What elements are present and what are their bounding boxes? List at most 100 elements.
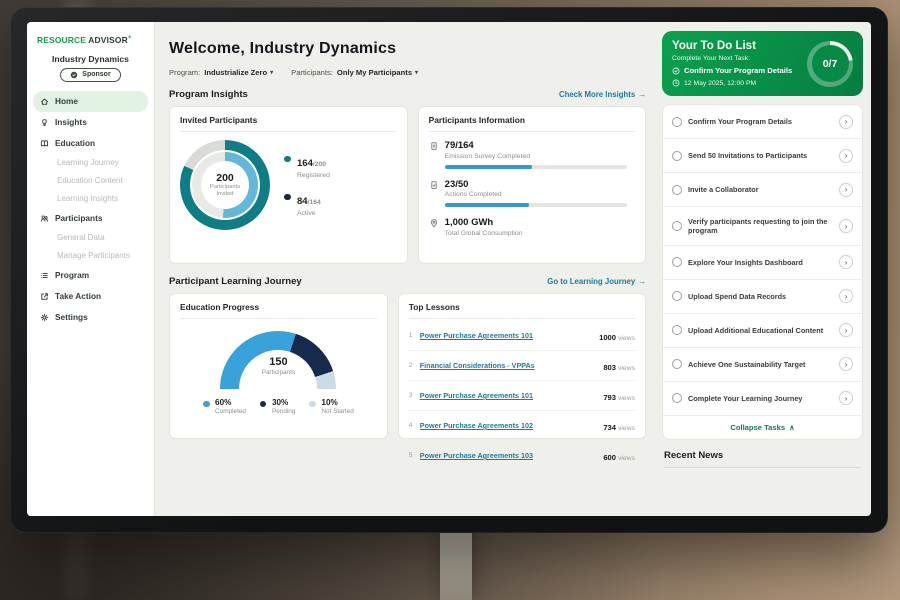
chevron-right-icon[interactable]: › (839, 148, 853, 163)
chevron-right-icon[interactable]: › (839, 218, 853, 233)
participants-filter-dropdown[interactable]: Only My Participants ▾ (337, 68, 418, 77)
task-label: Send 50 Invitations to Participants (688, 150, 808, 160)
gauge-center-value: 150 (269, 356, 288, 368)
sidebar-item-settings[interactable]: Settings (27, 307, 154, 328)
chevron-right-icon[interactable]: › (839, 323, 853, 338)
chevron-right-icon[interactable]: › (839, 289, 853, 304)
collapse-tasks-link[interactable]: Collapse Tasks ∧ (663, 416, 862, 439)
legend-dot (259, 400, 267, 407)
donut-center: 200 Participants Invited (201, 161, 249, 209)
lesson-row: 1 Power Purchase Agreements 101 1000 view… (408, 321, 635, 351)
task-checkbox[interactable] (672, 184, 682, 195)
brand-logo: RESOURCE ADVISOR+ (27, 32, 154, 54)
task-row[interactable]: Upload Additional Educational Content › (663, 314, 862, 348)
stat-consumption: 1,000 GWh Total Global Consumption (429, 217, 635, 237)
sidebar-item-participants[interactable]: Participants (27, 208, 154, 229)
lesson-title-link[interactable]: Power Purchase Agreements 102 (419, 421, 533, 430)
sidebar-item-education[interactable]: Education (27, 133, 154, 154)
lesson-rank: 4 (408, 422, 413, 429)
todo-title: Your To Do List (672, 40, 756, 52)
lesson-title-link[interactable]: Power Purchase Agreements 101 (419, 331, 533, 340)
chevron-right-icon[interactable]: › (839, 391, 853, 406)
card-title: Participants Information (428, 115, 635, 132)
task-row[interactable]: Invite a Collaborator › (663, 173, 862, 207)
task-checkbox[interactable] (672, 116, 682, 127)
sidebar-item-learning-insights[interactable]: Learning Insights (27, 190, 154, 208)
card-title: Top Lessons (408, 302, 635, 319)
sidebar-item-education-content[interactable]: Education Content (27, 172, 154, 190)
program-filter-dropdown[interactable]: Industrialize Zero ▾ (204, 68, 273, 77)
invited-legend: 164/200 Registered 84/164 Active (284, 153, 330, 217)
lightbulb-icon (39, 118, 49, 127)
legend-value: 60% (215, 398, 232, 407)
views-count: 803 (603, 362, 616, 372)
task-row[interactable]: Upload Spend Data Records › (663, 280, 862, 314)
participants-filter-label: Participants: (291, 68, 333, 77)
sidebar-item-general-data[interactable]: General Data (27, 229, 154, 247)
task-checkbox[interactable] (672, 257, 682, 268)
legend-active: 84/164 Active (284, 191, 330, 217)
check-more-insights-link[interactable]: Check More Insights → (559, 90, 646, 99)
task-checkbox[interactable] (672, 359, 682, 370)
app-screen: RESOURCE ADVISOR+ Industry Dynamics Spon… (27, 22, 871, 516)
progress-bar-fill (444, 164, 533, 169)
todo-progress-ring: 0/7 (807, 40, 853, 87)
chevron-down-icon: ▾ (270, 70, 274, 76)
go-to-learning-journey-link[interactable]: Go to Learning Journey → (547, 277, 646, 286)
participants-information-card: Participants Information 79/164 Emission… (417, 106, 646, 264)
sponsor-badge[interactable]: Sponsor (60, 67, 121, 82)
monitor-stand (440, 528, 472, 600)
legend-pending: 30% Pending (259, 398, 295, 415)
lesson-row: 4 Power Purchase Agreements 102 734 views (408, 411, 635, 441)
learning-cards-row: Education Progress 150 Participants (169, 293, 646, 462)
stat-label: Actions Completed (444, 191, 502, 198)
sidebar-item-program[interactable]: Program (27, 265, 154, 286)
task-label: Explore Your Insights Dashboard (688, 257, 803, 267)
chevron-right-icon[interactable]: › (839, 114, 853, 129)
views-suffix: views (618, 424, 635, 432)
sidebar-item-insights[interactable]: Insights (27, 112, 154, 133)
task-checkbox[interactable] (672, 325, 682, 336)
task-checkbox[interactable] (672, 291, 682, 302)
todo-summary-card: Your To Do List Complete Your Next Task:… (662, 31, 863, 96)
clock-icon (672, 79, 680, 87)
chevron-right-icon[interactable]: › (839, 255, 853, 270)
main-content: Welcome, Industry Dynamics Program: Indu… (155, 22, 658, 516)
todo-next-task[interactable]: Confirm Your Program Details (672, 66, 799, 75)
sidebar-item-learning-journey[interactable]: Learning Journey (27, 154, 154, 172)
task-row[interactable]: Verify participants requesting to join t… (663, 207, 862, 246)
task-row[interactable]: Achieve One Sustainability Target › (663, 348, 862, 382)
list-icon (39, 271, 49, 280)
sidebar-item-take-action[interactable]: Take Action (27, 286, 154, 307)
nav-label: Settings (55, 312, 88, 323)
task-row[interactable]: Confirm Your Program Details › (663, 105, 862, 139)
sidebar-item-manage-participants[interactable]: Manage Participants (27, 247, 154, 265)
task-row[interactable]: Complete Your Learning Journey › (663, 382, 862, 416)
gauge-center-label: Participants (261, 369, 296, 376)
nav-label: Home (55, 96, 79, 107)
top-lessons-card: Top Lessons 1 Power Purchase Agreements … (397, 293, 646, 462)
invited-donut: 200 Participants Invited (180, 140, 270, 230)
stat-value: 23/50 (444, 178, 469, 190)
chevron-right-icon[interactable]: › (839, 357, 853, 372)
task-label: Confirm Your Program Details (688, 116, 792, 126)
views-count: 600 (603, 452, 616, 462)
todo-summary-text: Your To Do List Complete Your Next Task:… (672, 40, 799, 87)
task-row[interactable]: Send 50 Invitations to Participants › (663, 139, 862, 173)
chevron-down-icon: ▾ (415, 70, 419, 76)
task-row[interactable]: Explore Your Insights Dashboard › (663, 246, 862, 280)
lesson-title-link[interactable]: Power Purchase Agreements 101 (419, 391, 533, 400)
sidebar-item-home[interactable]: Home (33, 90, 148, 112)
filter-bar: Program: Industrialize Zero ▾ Participan… (169, 68, 646, 77)
nav-label: Education Content (57, 176, 123, 186)
lesson-views: 1000 views (599, 327, 635, 345)
views-count: 734 (603, 422, 616, 432)
task-checkbox[interactable] (672, 393, 682, 404)
task-label: Invite a Collaborator (688, 184, 759, 194)
chevron-right-icon[interactable]: › (839, 182, 853, 197)
task-list-card: Confirm Your Program Details › Send 50 I… (662, 104, 863, 440)
task-checkbox[interactable] (672, 220, 682, 231)
task-checkbox[interactable] (672, 150, 682, 161)
lesson-title-link[interactable]: Financial Considerations - VPPAs (419, 361, 535, 370)
lesson-title-link[interactable]: Power Purchase Agreements 103 (419, 451, 533, 460)
